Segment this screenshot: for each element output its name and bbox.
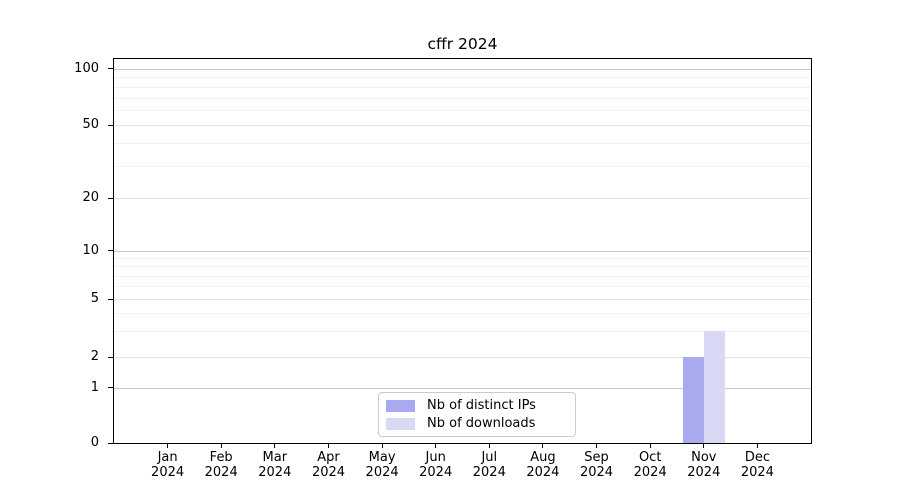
legend-item: Nb of distinct IPs	[386, 398, 568, 413]
x-tick	[327, 444, 330, 448]
gridline-minor	[114, 313, 811, 315]
x-tick-label: Aug 2024	[526, 450, 560, 480]
gridline-major	[114, 68, 811, 70]
bar-nb-of-downloads	[703, 331, 725, 443]
y-tick-label: 100	[74, 60, 99, 76]
x-tick-label: Apr 2024	[311, 450, 346, 480]
gridline-major	[114, 250, 811, 252]
gridline-minor	[114, 77, 811, 79]
gridline-minor	[114, 97, 811, 99]
gridline-minor	[114, 142, 811, 144]
y-tick-label: 2	[90, 349, 99, 364]
y-tick-label: 5	[90, 291, 99, 306]
legend: Nb of distinct IPs Nb of downloads	[378, 392, 576, 437]
y-tick-label: 50	[82, 117, 99, 132]
x-tick-label: Jul 2024	[472, 450, 506, 480]
x-tick	[756, 444, 758, 448]
x-tick	[220, 444, 222, 448]
x-tick-label: Mar 2024	[258, 450, 292, 480]
x-tick	[381, 444, 383, 448]
gridline-minor	[114, 275, 811, 277]
x-tick-label: Jan 2024	[151, 450, 185, 480]
y-tick-label: 0	[90, 435, 99, 450]
x-tick	[435, 444, 437, 448]
gridline-minor	[114, 86, 811, 88]
x-tick	[542, 444, 544, 448]
gridline-minor	[114, 286, 811, 288]
x-tick-label: Jun 2024	[419, 450, 453, 480]
gridline-major	[114, 198, 811, 199]
x-tick-label: Oct 2024	[633, 450, 667, 480]
gridline-minor	[114, 165, 811, 167]
gridline-minor	[114, 266, 811, 268]
x-tick	[488, 444, 490, 448]
bar-nb-of-distinct-ips	[682, 357, 704, 443]
gridline-major	[114, 357, 811, 358]
gridline-minor	[114, 110, 811, 112]
x-tick	[167, 444, 169, 448]
y-tick	[108, 68, 113, 70]
y-tick-label: 20	[82, 190, 99, 205]
legend-swatch-downloads	[386, 417, 415, 430]
gridline-major	[114, 387, 811, 389]
gridline-minor	[114, 331, 811, 333]
y-tick	[108, 197, 113, 199]
x-tick-label: Dec 2024	[740, 450, 774, 480]
chart-title: cffr 2024	[427, 35, 498, 53]
gridline-major	[114, 299, 811, 300]
legend-swatch-distinct-ips	[386, 399, 415, 412]
x-tick-label: Nov 2024	[687, 450, 721, 480]
gridline-minor	[114, 257, 811, 259]
gridline-major	[114, 125, 811, 126]
x-tick	[649, 444, 651, 448]
x-tick	[274, 444, 276, 448]
x-tick-label: Sep 2024	[579, 450, 614, 480]
legend-label-downloads: Nb of downloads	[427, 416, 536, 431]
legend-label-distinct-ips: Nb of distinct IPs	[427, 398, 536, 413]
y-tick	[108, 442, 113, 444]
y-tick	[108, 298, 113, 300]
x-tick	[595, 444, 598, 448]
y-tick	[108, 387, 113, 389]
x-tick-label: Feb 2024	[204, 450, 238, 480]
legend-item: Nb of downloads	[386, 416, 568, 431]
x-tick	[703, 444, 705, 448]
plot-area	[114, 59, 811, 443]
y-tick-label: 10	[82, 242, 99, 258]
y-tick	[108, 356, 113, 358]
y-tick-label: 1	[90, 379, 99, 395]
y-tick	[108, 250, 113, 252]
y-tick	[108, 124, 113, 126]
x-tick-label: May 2024	[365, 450, 399, 480]
